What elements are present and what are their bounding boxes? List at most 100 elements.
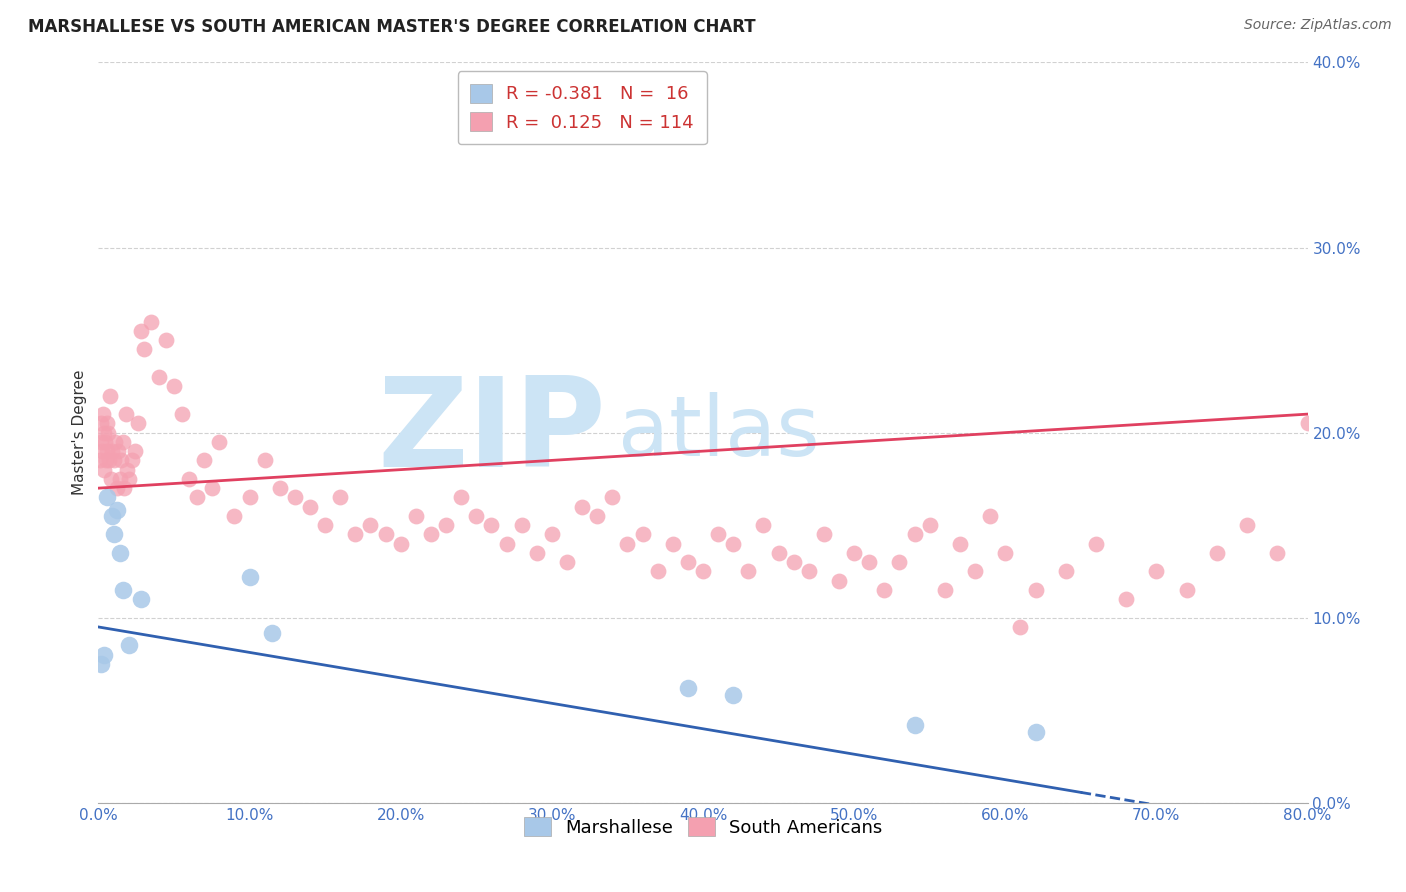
Point <box>284 491 307 505</box>
Point <box>179 472 201 486</box>
Point <box>103 527 125 541</box>
Point <box>90 657 112 671</box>
Text: MARSHALLESE VS SOUTH AMERICAN MASTER'S DEGREE CORRELATION CHART: MARSHALLESE VS SOUTH AMERICAN MASTER'S D… <box>28 18 756 36</box>
Point <box>526 546 548 560</box>
Point <box>329 491 352 505</box>
Point <box>93 648 115 662</box>
Point <box>163 379 186 393</box>
Point <box>262 625 284 640</box>
Point <box>269 481 291 495</box>
Point <box>994 546 1017 560</box>
Point <box>239 491 262 505</box>
Point <box>299 500 322 514</box>
Point <box>141 314 163 328</box>
Point <box>107 444 129 458</box>
Point <box>108 546 131 560</box>
Point <box>510 518 533 533</box>
Point <box>949 536 972 550</box>
Point <box>602 491 624 505</box>
Point <box>91 444 114 458</box>
Point <box>129 324 152 338</box>
Point <box>1206 546 1229 560</box>
Point <box>115 462 138 476</box>
Point <box>889 555 911 569</box>
Point <box>647 565 669 579</box>
Point <box>737 565 759 579</box>
Point <box>98 388 121 402</box>
Text: Source: ZipAtlas.com: Source: ZipAtlas.com <box>1244 18 1392 32</box>
Point <box>1054 565 1077 579</box>
Point <box>111 582 134 597</box>
Point <box>132 343 155 357</box>
Point <box>692 565 714 579</box>
Point <box>94 453 117 467</box>
Point <box>571 500 593 514</box>
Point <box>121 453 143 467</box>
Point <box>1296 417 1319 431</box>
Point <box>124 444 146 458</box>
Point <box>98 453 121 467</box>
Point <box>918 518 941 533</box>
Point <box>94 434 117 449</box>
Point <box>201 481 224 495</box>
Point <box>858 555 880 569</box>
Point <box>186 491 208 505</box>
Point <box>676 681 699 695</box>
Point <box>420 527 443 541</box>
Point <box>813 527 835 541</box>
Point <box>540 527 562 541</box>
Point <box>253 453 276 467</box>
Point <box>723 536 745 550</box>
Point <box>783 555 806 569</box>
Point <box>101 444 124 458</box>
Point <box>631 527 654 541</box>
Point <box>723 689 745 703</box>
Point <box>1024 725 1046 739</box>
Y-axis label: Master's Degree: Master's Degree <box>72 370 87 495</box>
Point <box>111 434 134 449</box>
Point <box>495 536 517 550</box>
Point <box>434 518 457 533</box>
Point <box>360 518 382 533</box>
Point <box>374 527 396 541</box>
Point <box>1024 582 1046 597</box>
Point <box>450 491 472 505</box>
Point <box>904 718 927 732</box>
Point <box>1085 536 1108 550</box>
Point <box>96 491 118 505</box>
Point <box>1146 565 1168 579</box>
Point <box>96 417 118 431</box>
Point <box>844 546 866 560</box>
Point <box>114 407 136 421</box>
Point <box>91 407 114 421</box>
Point <box>405 508 427 523</box>
Point <box>934 582 956 597</box>
Point <box>465 508 488 523</box>
Point <box>148 370 170 384</box>
Point <box>555 555 578 569</box>
Text: ZIP: ZIP <box>378 372 606 493</box>
Point <box>93 462 115 476</box>
Point <box>90 417 112 431</box>
Legend: Marshallese, South Americans: Marshallese, South Americans <box>515 808 891 846</box>
Point <box>118 639 141 653</box>
Point <box>112 481 135 495</box>
Point <box>170 407 193 421</box>
Point <box>904 527 927 541</box>
Point <box>873 582 896 597</box>
Point <box>96 444 118 458</box>
Point <box>616 536 638 550</box>
Point <box>676 555 699 569</box>
Point <box>1236 518 1258 533</box>
Point <box>979 508 1001 523</box>
Text: atlas: atlas <box>619 392 820 473</box>
Point <box>797 565 820 579</box>
Point <box>1267 546 1289 560</box>
Point <box>1115 592 1137 607</box>
Point <box>193 453 215 467</box>
Point <box>208 434 231 449</box>
Point <box>344 527 367 541</box>
Point <box>828 574 851 588</box>
Point <box>110 453 132 467</box>
Point <box>105 481 128 495</box>
